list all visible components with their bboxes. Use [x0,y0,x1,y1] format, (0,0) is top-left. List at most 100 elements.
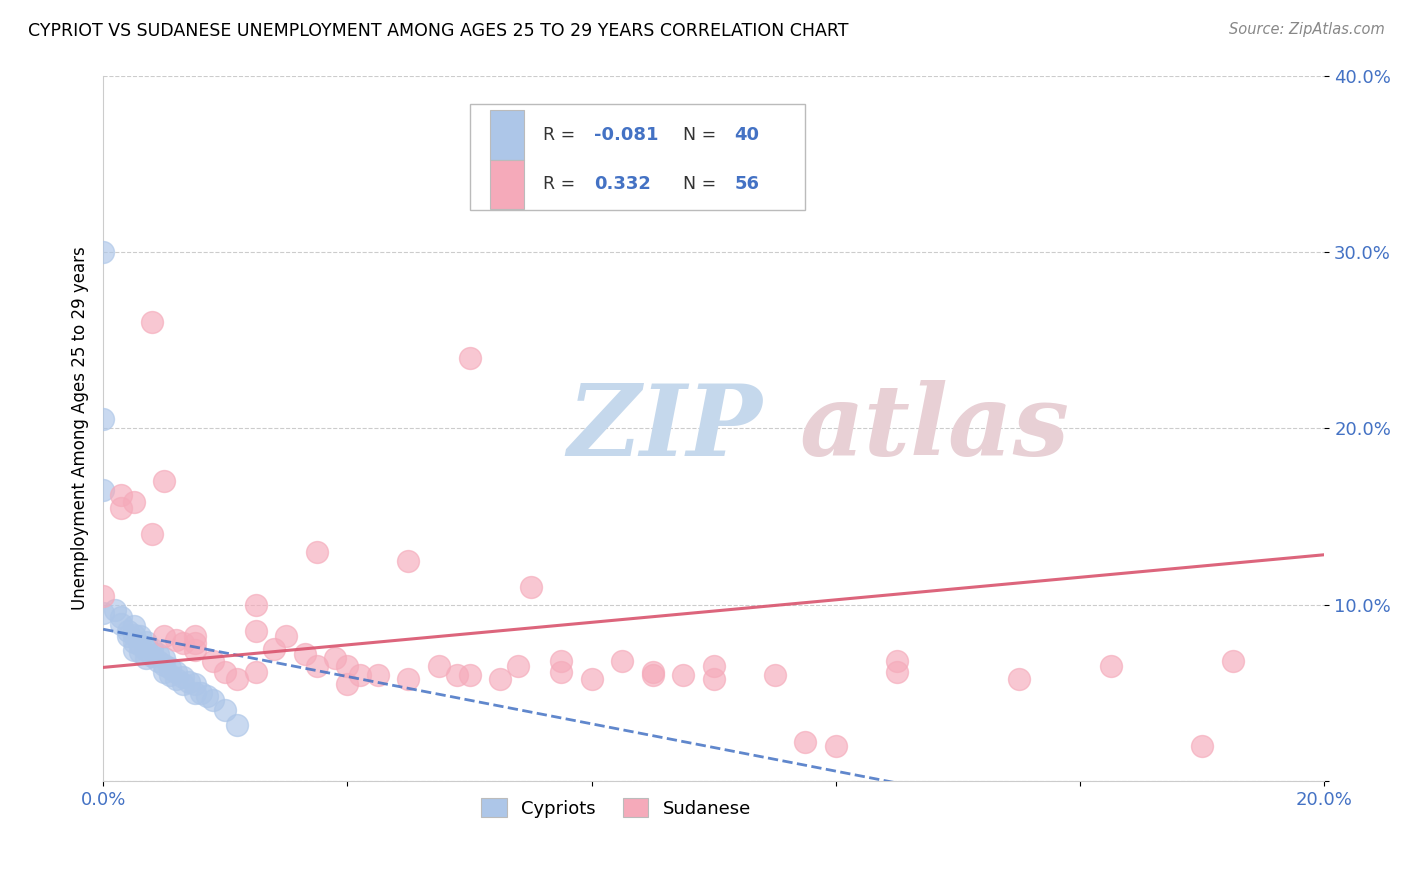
Point [141,315,163,329]
Point [110,500,132,515]
Point [226,717,249,731]
Point [183,686,205,700]
Point [367,668,389,682]
Point [122,495,145,509]
Point [183,629,205,643]
Point [91,412,114,426]
Point [1008,672,1031,686]
Point [183,677,205,691]
Point [159,661,181,675]
Point [153,474,176,488]
Point [336,677,359,691]
Point [305,545,328,559]
Point [183,636,205,650]
Point [214,703,236,717]
Point [165,672,187,686]
Point [427,659,450,673]
Point [550,665,572,679]
Text: N =: N = [683,176,723,194]
Point [458,668,481,682]
Point [146,654,169,668]
Point [886,654,908,668]
Point [398,672,420,686]
Text: CYPRIOT VS SUDANESE UNEMPLOYMENT AMONG AGES 25 TO 29 YEARS CORRELATION CHART: CYPRIOT VS SUDANESE UNEMPLOYMENT AMONG A… [28,22,849,40]
Point [172,670,194,684]
Point [489,672,512,686]
Point [398,553,420,567]
Point [195,690,218,704]
Point [245,598,267,612]
Point [794,735,817,749]
Text: 0.332: 0.332 [595,176,651,194]
Text: atlas: atlas [799,380,1069,476]
Bar [491,160,524,209]
Point [117,624,139,638]
Point [135,643,157,657]
Point [159,668,181,682]
Point [122,634,145,648]
Point [508,659,530,673]
Point [550,654,572,668]
Point [104,603,127,617]
Point [141,527,163,541]
Point [153,657,176,672]
Point [110,617,132,632]
Text: N =: N = [683,126,723,144]
Point [763,668,786,682]
FancyBboxPatch shape [470,103,806,210]
Point [1099,659,1122,673]
Point [91,244,114,259]
Point [91,483,114,497]
Point [110,610,132,624]
Point [581,672,603,686]
Point [128,629,150,643]
Text: 40: 40 [734,126,759,144]
Point [519,580,541,594]
Point [177,675,200,690]
Point [153,665,176,679]
Point [1191,739,1213,753]
Point [446,668,468,682]
Point [128,645,150,659]
Point [122,643,145,657]
Point [886,665,908,679]
Point [202,654,225,668]
Point [825,739,848,753]
Point [245,624,267,638]
Point [141,641,163,656]
Point [165,632,187,647]
Text: -0.081: -0.081 [595,126,658,144]
Point [146,647,169,661]
Point [263,641,285,656]
Point [226,672,249,686]
Point [305,659,328,673]
Y-axis label: Unemployment Among Ages 25 to 29 years: Unemployment Among Ages 25 to 29 years [72,246,89,610]
Point [294,647,316,661]
Point [703,672,725,686]
Point [165,665,187,679]
Point [122,627,145,641]
Point [1222,654,1244,668]
Point [458,351,481,365]
Point [245,665,267,679]
Text: 56: 56 [734,176,759,194]
Point [349,668,371,682]
Point [323,650,346,665]
Point [122,619,145,633]
Point [703,659,725,673]
Point [641,665,664,679]
Point [672,668,695,682]
Text: R =: R = [543,126,581,144]
Text: ZIP: ZIP [567,380,762,476]
Point [276,629,298,643]
Point [91,589,114,603]
Point [110,488,132,502]
Point [135,650,157,665]
Point [190,686,212,700]
Point [153,650,176,665]
Bar [491,111,524,160]
Point [172,677,194,691]
Point [336,659,359,673]
Point [612,654,634,668]
Point [117,629,139,643]
